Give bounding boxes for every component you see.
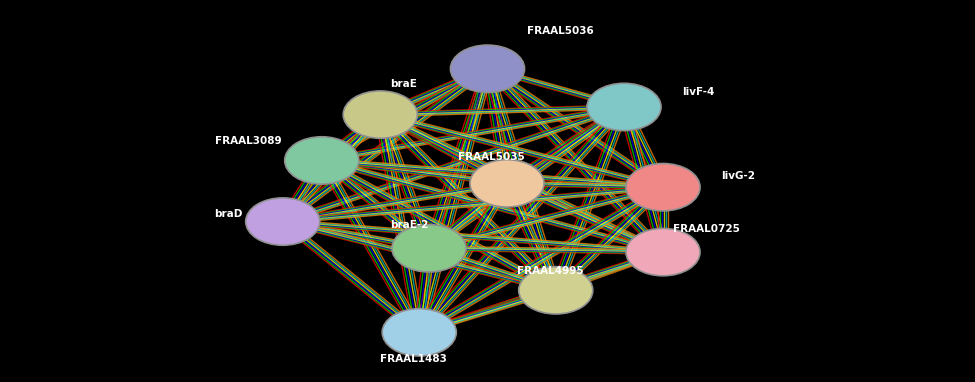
Text: braD: braD xyxy=(214,209,243,219)
Text: FRAAL0725: FRAAL0725 xyxy=(673,224,740,234)
Text: braE-2: braE-2 xyxy=(390,220,428,230)
Ellipse shape xyxy=(626,228,700,276)
Ellipse shape xyxy=(392,225,466,272)
Text: FRAAL3089: FRAAL3089 xyxy=(214,136,281,146)
Text: livG-2: livG-2 xyxy=(722,171,756,181)
Ellipse shape xyxy=(285,137,359,184)
Text: FRAAL5035: FRAAL5035 xyxy=(458,152,525,162)
Ellipse shape xyxy=(343,91,417,138)
Text: FRAAL5036: FRAAL5036 xyxy=(526,26,593,36)
Ellipse shape xyxy=(519,267,593,314)
Ellipse shape xyxy=(382,309,456,356)
Ellipse shape xyxy=(470,160,544,207)
Ellipse shape xyxy=(450,45,525,92)
Text: FRAAL4995: FRAAL4995 xyxy=(517,266,583,276)
Text: braE: braE xyxy=(390,79,417,89)
Ellipse shape xyxy=(626,163,700,211)
Ellipse shape xyxy=(246,198,320,245)
Text: FRAAL1483: FRAAL1483 xyxy=(380,354,448,364)
Text: livF-4: livF-4 xyxy=(682,87,715,97)
Ellipse shape xyxy=(587,83,661,131)
